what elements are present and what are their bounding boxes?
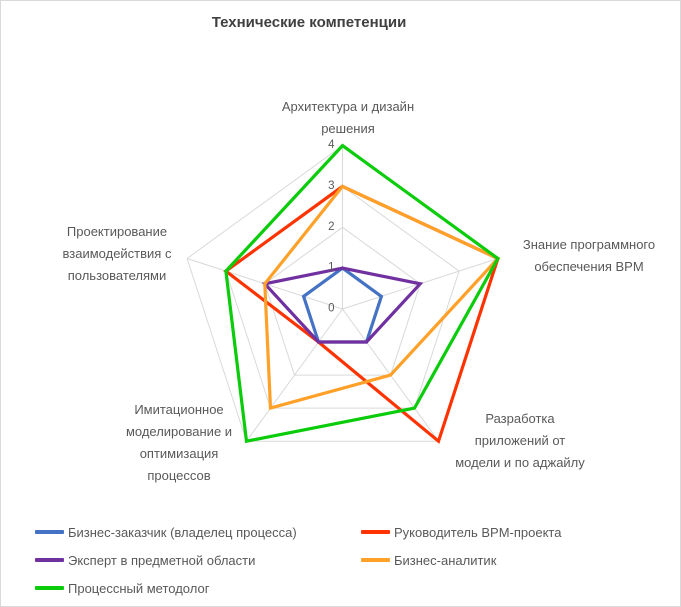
legend: Бизнес-заказчик (владелец процесса) Эксп… — [35, 522, 561, 606]
tick-label-3: 3 — [328, 180, 334, 192]
series-business-analyst[interactable] — [263, 184, 501, 411]
legend-item-business-customer[interactable]: Бизнес-заказчик (владелец процесса) — [35, 522, 361, 542]
tick-label-4: 4 — [328, 139, 335, 151]
legend-item-business-analyst[interactable]: Бизнес-аналитик — [361, 550, 561, 570]
legend-item-bpm-project-manager[interactable]: Руководитель BPM-проекта — [361, 522, 561, 542]
legend-label-business-customer: Бизнес-заказчик (владелец процесса) — [68, 524, 297, 540]
legend-label-process-methodologist: Процессный методолог — [68, 580, 210, 596]
axis-label-user-interaction-design: Проектирование взаимодействия с пользова… — [62, 224, 172, 283]
legend-item-process-methodologist[interactable]: Процессный методолог — [35, 578, 361, 598]
axis-label-model-agile-development: Разработка приложений от модели и по адж… — [455, 411, 585, 470]
grid-ring-2 — [264, 226, 421, 376]
legend-swatch-process-methodologist — [35, 586, 64, 590]
series-process-methodologist[interactable] — [224, 143, 500, 444]
tick-label-1: 1 — [328, 262, 334, 274]
legend-column-1: Бизнес-заказчик (владелец процесса) Эксп… — [35, 522, 361, 606]
axis-label-bpm-software-knowledge: Знание программного обеспечения BPM — [522, 237, 656, 274]
legend-swatch-business-analyst — [361, 558, 390, 562]
chart-title: Технические компетенции — [211, 14, 407, 31]
axis-label-architecture-design: Архитектура и дизайн решения — [281, 99, 415, 136]
legend-swatch-domain-expert — [35, 558, 64, 562]
series-domain-expert[interactable] — [261, 266, 424, 344]
legend-column-2: Руководитель BPM-проекта Бизнес-аналитик — [361, 522, 561, 606]
legend-swatch-business-customer — [35, 530, 64, 534]
legend-swatch-bpm-project-manager — [361, 530, 390, 534]
legend-label-bpm-project-manager: Руководитель BPM-проекта — [394, 524, 562, 540]
axis-label-simulation-optimization: Имитационное моделирование и оптимизация… — [125, 402, 233, 483]
tick-label-0: 0 — [328, 303, 334, 315]
legend-label-business-analyst: Бизнес-аналитик — [394, 552, 497, 568]
legend-item-domain-expert[interactable]: Эксперт в предметной области — [35, 550, 361, 570]
legend-label-domain-expert: Эксперт в предметной области — [68, 552, 256, 568]
tick-label-2: 2 — [328, 221, 334, 233]
